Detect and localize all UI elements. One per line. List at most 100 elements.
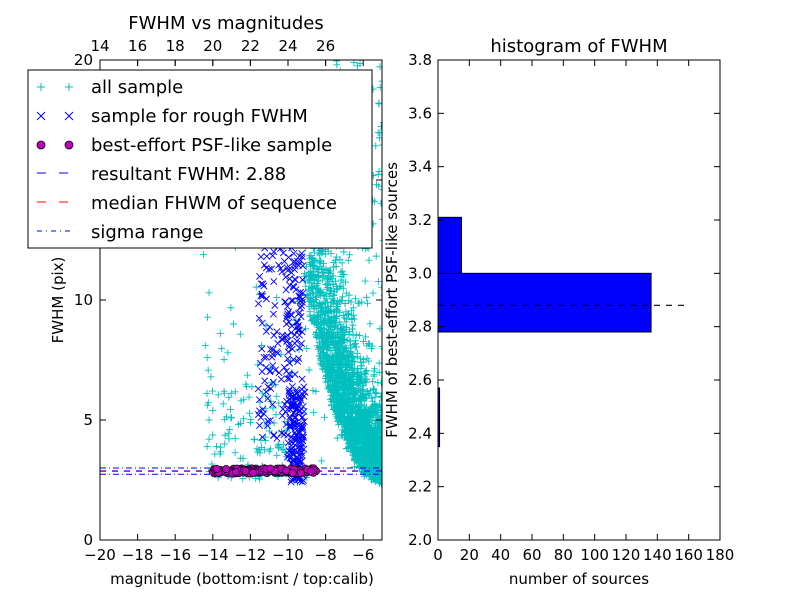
histogram-plot-area: [437, 216, 689, 448]
histogram-title: histogram of FWHM: [490, 36, 667, 57]
all-sample-point: [379, 189, 382, 191]
all-sample-point: [302, 325, 310, 333]
rough-sample-point: [258, 345, 266, 353]
all-sample-point: [329, 263, 337, 271]
all-sample-point: [341, 314, 349, 322]
rough-sample-point: [290, 283, 298, 291]
all-sample-point: [256, 449, 264, 457]
all-sample-point: [343, 422, 351, 430]
all-sample-point: [223, 413, 231, 421]
y-tick-label: 10: [74, 291, 93, 309]
series-psf-sample: [209, 464, 321, 478]
rough-sample-point: [273, 328, 281, 336]
all-sample-point: [324, 320, 332, 328]
all-sample-point: [319, 345, 327, 353]
all-sample-point: [315, 313, 323, 321]
all-sample-point: [339, 293, 347, 301]
all-sample-point: [367, 461, 375, 469]
all-sample-point: [354, 299, 362, 307]
all-sample-point: [355, 406, 363, 414]
all-sample-point: [332, 334, 340, 342]
rough-sample-point: [287, 329, 295, 337]
x-tick-label: −12: [235, 546, 267, 564]
all-sample-point: [236, 330, 244, 338]
psf-sample-point: [231, 468, 240, 476]
rough-sample-point: [296, 392, 304, 400]
x-tick-label: −14: [197, 546, 229, 564]
rough-sample-point: [300, 433, 308, 441]
rough-sample-point: [294, 357, 302, 366]
rough-sample-point: [266, 367, 274, 375]
all-sample-point: [258, 342, 266, 350]
all-sample-point: [369, 386, 377, 394]
all-sample-point: [323, 285, 331, 293]
all-sample-point: [378, 396, 382, 404]
all-sample-point: [371, 454, 379, 462]
legend-label: resultant FWHM: 2.88: [91, 164, 286, 185]
scatter-title: FWHM vs magnitudes: [128, 13, 323, 34]
all-sample-point: [373, 408, 381, 416]
rough-sample-point: [289, 395, 297, 404]
all-sample-point: [371, 417, 379, 425]
all-sample-point: [356, 331, 364, 339]
all-sample-point: [367, 428, 375, 436]
all-sample-point: [240, 415, 248, 423]
all-sample-point: [353, 455, 361, 463]
all-sample-point: [378, 412, 382, 420]
y-tick-label: 20: [74, 51, 93, 69]
all-sample-point: [327, 358, 335, 366]
top-tick-label: 26: [316, 37, 335, 55]
all-sample-point: [224, 349, 232, 357]
histogram-bar: [437, 216, 462, 274]
all-sample-point: [373, 438, 381, 446]
all-sample-point: [331, 360, 339, 368]
all-sample-point: [333, 390, 341, 398]
all-sample-point: [329, 280, 337, 288]
rough-sample-point: [270, 331, 278, 339]
rough-sample-point: [259, 292, 267, 300]
rough-sample-point: [267, 385, 275, 393]
all-sample-point: [310, 409, 318, 417]
rough-sample-point: [296, 458, 304, 466]
all-sample-point: [360, 435, 368, 443]
all-sample-point: [329, 299, 337, 307]
x-tick-label: −8: [315, 546, 337, 564]
psf-sample-point: [241, 467, 250, 475]
psf-sample-point: [222, 465, 230, 473]
all-sample-point: [369, 444, 377, 452]
all-sample-point: [274, 442, 282, 450]
all-sample-point: [333, 356, 341, 364]
histogram-panel: 0 20 40 60 80 100 120 140 160 180 2.0 2.2 2.4 2.6 2.8…: [383, 36, 734, 588]
all-sample-point: [343, 324, 351, 332]
all-sample-point: [342, 308, 350, 316]
rough-sample-point: [269, 252, 277, 260]
all-sample-point: [357, 377, 365, 385]
all-sample-point: [330, 333, 338, 341]
rough-sample-point: [279, 405, 287, 413]
rough-sample-point: [268, 353, 276, 361]
rough-sample-point: [298, 328, 306, 336]
all-sample-point: [356, 402, 364, 410]
all-sample-point: [356, 422, 364, 430]
all-sample-point: [332, 253, 340, 261]
all-sample-point: [351, 364, 359, 372]
rough-sample-point: [284, 266, 292, 275]
all-sample-point: [324, 338, 332, 346]
rough-sample-point: [280, 257, 288, 265]
all-sample-point: [350, 315, 358, 323]
all-sample-point: [376, 440, 382, 448]
all-sample-point: [365, 449, 373, 457]
all-sample-point: [359, 460, 367, 468]
all-sample-point: [346, 438, 354, 446]
all-sample-point: [306, 279, 314, 287]
scatter-legend: all sample sample for rough FWHM best-ef…: [27, 69, 373, 249]
all-sample-point: [342, 289, 350, 297]
x-tick-label: 20: [460, 546, 479, 564]
legend-label: all sample: [91, 77, 183, 98]
all-sample-point: [348, 375, 356, 383]
psf-sample-point: [307, 467, 316, 476]
all-sample-point: [368, 472, 376, 480]
rough-sample-point: [282, 320, 290, 328]
all-sample-point: [312, 274, 320, 282]
all-sample-point: [361, 406, 369, 414]
